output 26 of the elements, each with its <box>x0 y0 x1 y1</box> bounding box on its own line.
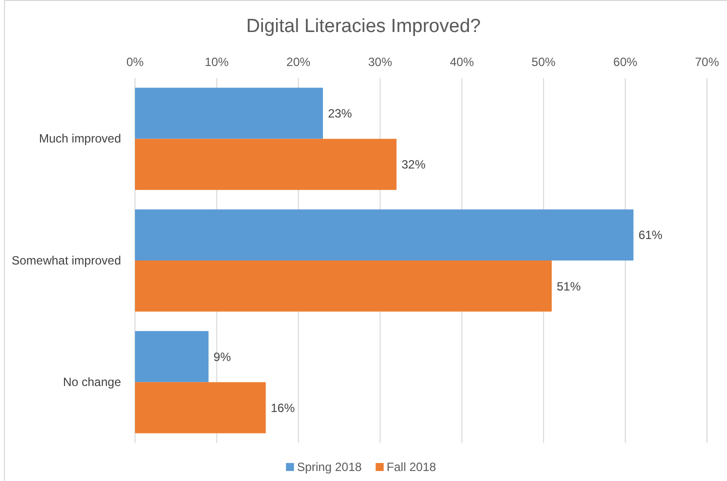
bar <box>135 260 552 312</box>
legend-label: Spring 2018 <box>296 460 362 474</box>
x-tick-label: 0% <box>126 55 144 69</box>
bar <box>135 138 396 190</box>
text: 51% <box>556 279 581 294</box>
text: 9% <box>214 350 231 364</box>
y-tick-label: Somewhat improved <box>12 253 121 268</box>
x-tick-label: 70% <box>694 55 720 69</box>
x-tick-label: 40% <box>450 55 474 69</box>
text: 61% <box>638 228 662 242</box>
legend-label: Fall 2018 <box>386 460 436 474</box>
chart-title: Digital Literacies Improved? <box>246 16 481 37</box>
text: 23% <box>328 106 352 120</box>
x-tick-label: 20% <box>286 55 311 69</box>
bar <box>135 382 266 434</box>
bar <box>135 331 209 382</box>
text: 16% <box>270 400 295 415</box>
bar <box>135 88 323 139</box>
x-tick-label: 10% <box>204 55 230 69</box>
y-tick-label: No change <box>62 375 122 390</box>
bar <box>135 209 634 260</box>
x-tick-label: 50% <box>532 55 556 69</box>
x-tick-label: 30% <box>368 55 392 69</box>
text: 32% <box>401 158 426 172</box>
y-tick-label: Much improved <box>38 132 121 146</box>
x-tick-label: 60% <box>613 55 638 69</box>
